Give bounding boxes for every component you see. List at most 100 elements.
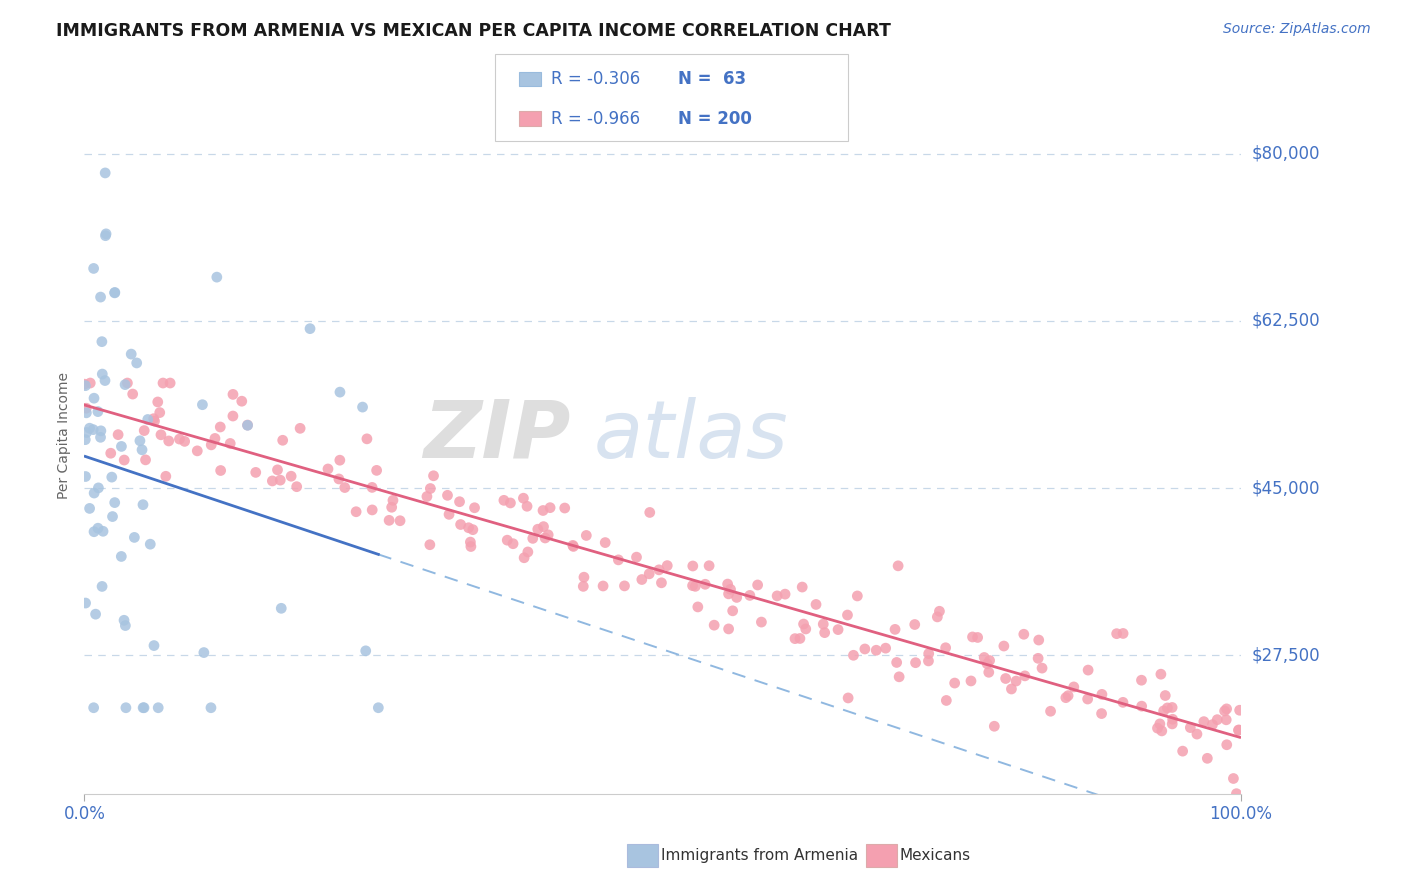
Point — [94, 374, 117, 388]
Point — [837, 608, 859, 623]
Point — [73, 377, 96, 392]
Point — [875, 641, 897, 656]
Point — [222, 387, 245, 401]
Point — [135, 453, 157, 467]
Point — [1057, 689, 1080, 703]
Y-axis label: Per Capita Income: Per Capita Income — [58, 372, 72, 499]
Point — [960, 673, 983, 688]
Point — [143, 414, 166, 428]
Point — [152, 376, 174, 390]
Point — [492, 493, 515, 508]
Point — [354, 644, 377, 658]
Point — [186, 443, 208, 458]
Point — [112, 453, 135, 467]
Point — [846, 589, 869, 603]
Point — [804, 598, 827, 612]
Point — [87, 521, 110, 535]
Point — [101, 470, 124, 484]
Point — [75, 433, 97, 447]
Point — [966, 631, 988, 645]
Point — [200, 438, 222, 452]
Point — [209, 463, 232, 477]
Point — [1105, 626, 1128, 640]
Point — [516, 545, 538, 559]
Point — [149, 427, 172, 442]
Point — [149, 406, 172, 420]
Point — [136, 412, 159, 426]
Point — [837, 690, 859, 705]
Point — [943, 676, 966, 690]
Point — [1206, 713, 1229, 727]
Text: IMMIGRANTS FROM ARMENIA VS MEXICAN PER CAPITA INCOME CORRELATION CHART: IMMIGRANTS FROM ARMENIA VS MEXICAN PER C… — [56, 22, 891, 40]
Point — [378, 513, 401, 527]
Point — [157, 434, 180, 448]
Point — [1039, 704, 1062, 718]
Point — [783, 632, 806, 646]
Point — [389, 514, 412, 528]
Text: $45,000: $45,000 — [1253, 479, 1320, 497]
Point — [114, 618, 136, 632]
Point — [132, 700, 155, 714]
Point — [607, 553, 630, 567]
Point — [554, 501, 576, 516]
Point — [904, 617, 927, 632]
Point — [613, 579, 636, 593]
Point — [236, 418, 259, 433]
Point — [464, 500, 486, 515]
Point — [650, 575, 672, 590]
Point — [1216, 738, 1239, 752]
Point — [94, 166, 117, 180]
Point — [648, 563, 671, 577]
Point — [1227, 723, 1250, 738]
Point — [450, 517, 472, 532]
Point — [437, 508, 460, 522]
Point — [91, 367, 114, 381]
Point — [143, 639, 166, 653]
Point — [121, 387, 143, 401]
Point — [367, 700, 389, 714]
Point — [721, 604, 744, 618]
Point — [104, 495, 127, 509]
Point — [90, 424, 112, 438]
Point — [132, 498, 155, 512]
Point — [125, 356, 148, 370]
Point — [117, 376, 139, 390]
Point — [76, 425, 98, 440]
Point — [329, 453, 352, 467]
Point — [457, 521, 479, 535]
Point — [120, 347, 142, 361]
Point — [842, 648, 865, 663]
Point — [110, 439, 132, 453]
Point — [83, 391, 105, 405]
Point — [90, 290, 112, 304]
Point — [496, 533, 519, 548]
Text: Mexicans: Mexicans — [900, 848, 972, 863]
Point — [1192, 714, 1215, 729]
Text: N = 200: N = 200 — [678, 110, 752, 128]
Point — [917, 654, 939, 668]
Point — [1161, 712, 1184, 726]
Point — [697, 558, 720, 573]
Point — [1153, 704, 1175, 718]
Point — [1000, 681, 1022, 696]
Point — [87, 481, 110, 495]
Point — [131, 442, 153, 457]
Point — [79, 501, 101, 516]
Point — [738, 589, 761, 603]
Point — [792, 580, 814, 594]
Point — [142, 411, 165, 425]
Point — [155, 469, 177, 483]
Point — [204, 432, 226, 446]
Point — [114, 377, 136, 392]
Point — [522, 532, 544, 546]
Point — [686, 599, 709, 614]
Point — [79, 421, 101, 435]
Point — [531, 503, 554, 517]
Point — [209, 420, 232, 434]
Point — [983, 719, 1005, 733]
Point — [112, 613, 135, 627]
Point — [361, 503, 384, 517]
Point — [101, 509, 124, 524]
Point — [173, 434, 195, 449]
Point — [979, 653, 1001, 667]
